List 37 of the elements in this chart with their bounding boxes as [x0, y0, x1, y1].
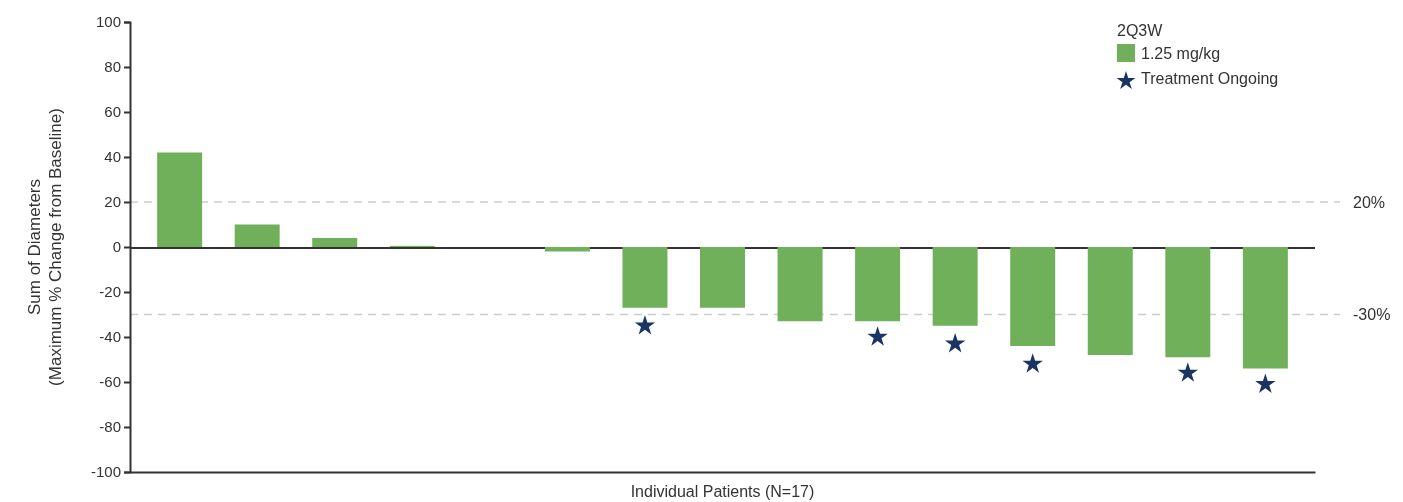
bar [544, 247, 590, 252]
point [1177, 362, 1199, 382]
y-tick-label: 40 [104, 148, 121, 166]
bar [1242, 247, 1288, 369]
bar [1010, 247, 1056, 346]
legend-label: Treatment Ongoing [1141, 69, 1279, 87]
bar [622, 247, 668, 308]
bar [700, 247, 745, 308]
legend-title: 2Q3W [1117, 21, 1164, 39]
y-tick-label: 100 [95, 13, 121, 31]
bar [1165, 247, 1211, 358]
y-axis-title: Sum of Diameters (Maximum % Change from Baseline) [25, 108, 66, 386]
y-tick-label: -60 [99, 373, 121, 391]
y-tick-label: -100 [90, 463, 121, 481]
y-tick-label: 20 [104, 193, 121, 211]
bar [855, 247, 901, 322]
y-tick-label: -40 [99, 328, 121, 346]
bar [312, 238, 358, 247]
y-tick-label: 80 [104, 58, 121, 76]
y-tick-label: -20 [99, 283, 121, 301]
bar [157, 152, 203, 247]
ref-line-label: -30% [1353, 306, 1391, 324]
ref-line-label: 20% [1353, 193, 1386, 211]
y-tick-label: 60 [104, 103, 121, 121]
y-tick-label: -80 [99, 418, 121, 436]
point [1255, 373, 1276, 393]
bar [932, 247, 978, 326]
bar [1087, 247, 1133, 355]
y-tick-label: 0 [112, 238, 121, 256]
point [867, 326, 888, 346]
bar [777, 247, 823, 322]
point [944, 332, 966, 353]
point [634, 314, 656, 335]
bar [234, 224, 280, 247]
point [1022, 353, 1043, 373]
x-axis-title: Individual Patients (N=17) [630, 483, 815, 500]
legend-label: 1.25 mg/kg [1141, 44, 1221, 62]
